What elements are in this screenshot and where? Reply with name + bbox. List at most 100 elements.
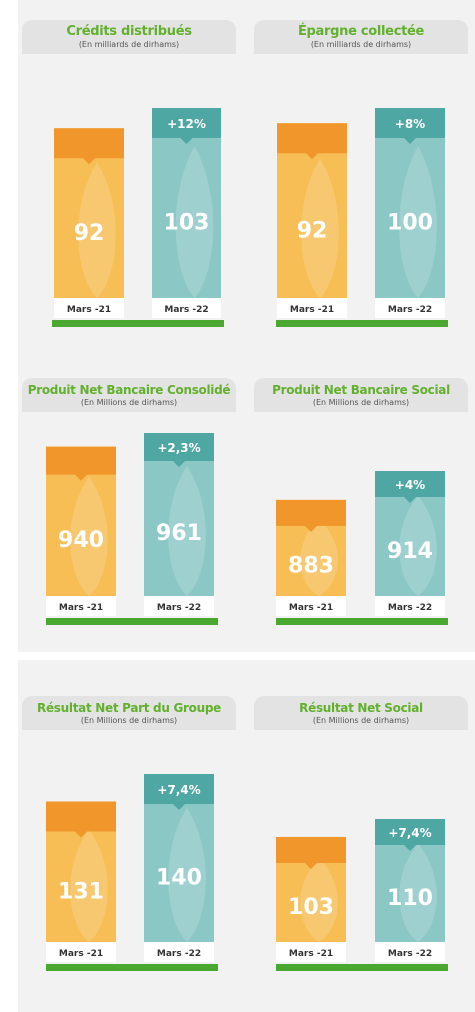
bar-group: 103 Mars -21 (276, 836, 346, 962)
bar-cap (54, 128, 124, 165)
category-label-bg (375, 298, 445, 318)
category-label: Mars -21 (289, 949, 333, 959)
chart-title: Produit Net Bancaire Social (272, 383, 450, 397)
chart-title-tab: Résultat Net Social (En Millions de dirh… (254, 696, 468, 730)
category-label-bg (276, 596, 346, 616)
category-label-bg (54, 298, 124, 318)
change-label: +7,4% (157, 783, 200, 797)
leaf-icon (300, 519, 338, 596)
category-label: Mars -21 (67, 305, 111, 315)
baseline-bar (46, 964, 218, 971)
panel-resultat: Résultat Net Part du Groupe (En Millions… (18, 660, 475, 1012)
chart-subtitle: (En Millions de dirhams) (312, 716, 410, 725)
bar-group: 92 Mars -21 (277, 123, 347, 318)
change-label: +12% (167, 117, 206, 131)
category-label: Mars -22 (164, 305, 208, 315)
category-label: Mars -22 (388, 603, 432, 613)
chart-subtitle: (En Millions de dirhams) (80, 716, 178, 725)
panel-pnb: Produit Net Bancaire Consolidé (En Milli… (18, 356, 475, 652)
value-label: 140 (156, 866, 202, 891)
chart-title-tab: Épargne collectée (En milliards de dirha… (254, 20, 468, 54)
leaf-icon (175, 146, 214, 298)
chart-title-tab: Résultat Net Part du Groupe (En Millions… (22, 696, 236, 730)
bar-group: +7,4% 110 Mars -22 (375, 819, 445, 962)
bar-group: 940 Mars -21 (46, 446, 116, 616)
chart-subtitle: (En Millions de dirhams) (80, 398, 178, 407)
category-label-bg (375, 942, 445, 962)
bar-chart-pnb-consolide: 940 Mars -21 +2,3% 961 Mars -22 (18, 356, 248, 652)
baseline-bar (276, 320, 448, 327)
category-label: Mars -21 (289, 603, 333, 613)
bar-group: +4% 914 Mars -22 (375, 471, 445, 616)
category-label-bg (46, 942, 116, 962)
value-label: 940 (58, 528, 104, 553)
category-label: Mars -21 (290, 305, 334, 315)
baseline-bar (276, 618, 448, 625)
category-label-bg (375, 596, 445, 616)
leaf-icon (300, 857, 338, 942)
chart-subtitle: (En milliards de dirhams) (78, 40, 180, 49)
chart-title: Produit Net Bancaire Consolidé (27, 383, 231, 397)
bar-cap (375, 471, 445, 503)
baseline-bar (52, 320, 224, 327)
chart-subtitle: (En Millions de dirhams) (312, 398, 410, 407)
change-label: +4% (395, 478, 425, 492)
category-label-bg (144, 942, 214, 962)
chart-title: Résultat Net Social (299, 701, 423, 715)
change-label: +2,3% (157, 441, 200, 455)
bar-chart-rn-social: 103 Mars -21 +7,4% 110 Mars -22 (18, 660, 475, 1012)
category-label-bg (152, 298, 221, 318)
chart-title: Résultat Net Part du Groupe (37, 701, 221, 715)
chart-title: Crédits distribués (66, 24, 192, 39)
category-label: Mars -22 (157, 603, 201, 613)
bar-group: +12% 103 Mars -22 (152, 108, 221, 318)
chart-title: Épargne collectée (297, 24, 425, 39)
category-label-bg (46, 596, 116, 616)
bar-cap (276, 499, 346, 532)
value-label: 914 (387, 539, 433, 564)
panel-volumes: Crédits distribués (En milliards de dirh… (18, 0, 475, 356)
category-label-bg (276, 942, 346, 962)
value-label: 92 (74, 221, 105, 246)
chart-title-tab: Produit Net Bancaire Consolidé (En Milli… (22, 378, 236, 412)
bar-cap (277, 123, 347, 160)
chart-title-tab: Crédits distribués (En milliards de dirh… (22, 20, 236, 54)
leaf-icon (301, 158, 339, 298)
bar-chart-rnpg: 131 Mars -21 +7,4% 140 Mars -22 (18, 660, 248, 1012)
bar-cap (144, 433, 214, 467)
value-label: 883 (288, 554, 334, 579)
bar-cap (276, 836, 346, 869)
category-label: Mars -22 (388, 949, 432, 959)
leaf-icon (168, 807, 206, 942)
bar-chart-credits: 92 Mars -21 +12% 103 Mars -22 (18, 0, 248, 356)
bar-group: +2,3% 961 Mars -22 (144, 433, 214, 616)
leaf-icon (399, 843, 437, 942)
value-label: 131 (58, 879, 104, 904)
category-label: Mars -21 (59, 949, 103, 959)
value-label: 110 (387, 886, 433, 911)
value-label: 961 (156, 521, 202, 546)
leaf-icon (78, 162, 116, 298)
bar-cap (152, 108, 221, 144)
category-label: Mars -21 (59, 603, 103, 613)
baseline-bar (46, 618, 218, 625)
chart-title-tab: Produit Net Bancaire Social (En Millions… (254, 378, 468, 412)
baseline-bar (276, 964, 448, 971)
bar-group: +7,4% 140 Mars -22 (144, 774, 214, 962)
category-label-bg (277, 298, 347, 318)
chart-subtitle: (En milliards de dirhams) (310, 40, 412, 49)
bar-cap (375, 819, 445, 851)
leaf-icon (399, 496, 437, 596)
leaf-icon (168, 465, 206, 596)
category-label-bg (144, 596, 214, 616)
bar-cap (46, 801, 116, 838)
category-label: Mars -22 (388, 305, 432, 315)
value-label: 92 (297, 218, 328, 243)
value-label: 103 (288, 895, 334, 920)
bar-group: 131 Mars -21 (46, 801, 116, 962)
leaf-icon (70, 829, 108, 942)
change-label: +7,4% (388, 826, 431, 840)
bar-chart-pnb-social: 883 Mars -21 +4% 914 Mars -22 (18, 356, 475, 652)
bar-group: 883 Mars -21 (276, 499, 346, 616)
bar-cap (46, 446, 116, 481)
